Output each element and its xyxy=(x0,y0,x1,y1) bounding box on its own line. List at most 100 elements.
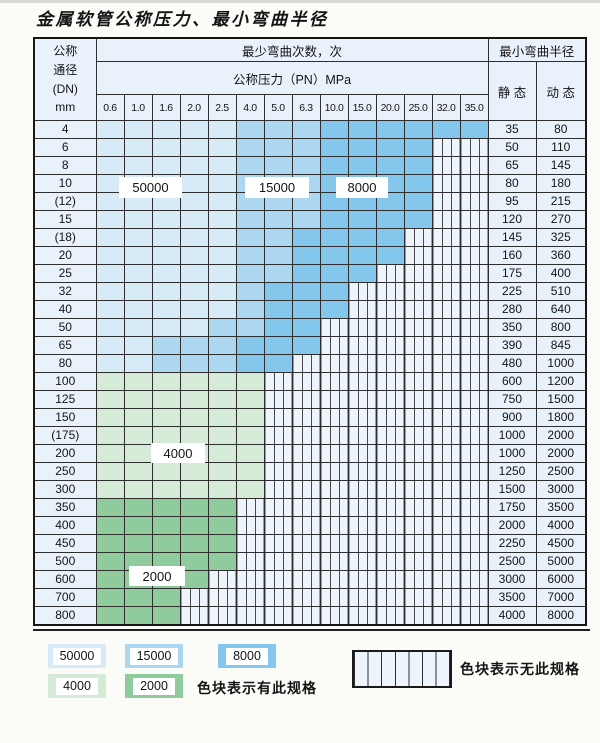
cell-spec-4000 xyxy=(95,408,125,427)
cell-no-spec xyxy=(347,318,377,337)
cell-no-spec xyxy=(459,210,489,229)
cell-no-spec xyxy=(347,588,377,607)
cell-spec-15000 xyxy=(207,354,237,373)
cell-spec-4000 xyxy=(123,408,153,427)
legend-swatch-label: 2000 xyxy=(133,677,175,695)
cell-no-spec xyxy=(403,498,433,517)
overlay-label-15000: 15000 xyxy=(245,177,309,198)
cell-no-spec xyxy=(179,606,209,626)
cell-spec-2000 xyxy=(151,498,181,517)
dynamic-radius-cell: 6000 xyxy=(535,570,587,589)
cell-spec-8000 xyxy=(403,138,433,157)
table-row-dn-65: 65 390 845 xyxy=(33,336,587,355)
legend-swatch-8000: 8000 xyxy=(218,644,276,668)
cell-spec-50000 xyxy=(95,336,125,355)
cell-spec-4000 xyxy=(123,372,153,391)
cell-no-spec xyxy=(431,552,461,571)
cell-spec-2000 xyxy=(151,606,181,626)
cell-spec-4000 xyxy=(95,480,125,499)
cell-spec-2000 xyxy=(123,606,153,626)
cell-spec-50000 xyxy=(207,300,237,319)
dynamic-radius-cell: 215 xyxy=(535,192,587,211)
dynamic-header: 动 态 xyxy=(535,61,587,121)
cell-no-spec xyxy=(403,588,433,607)
cell-no-spec xyxy=(403,318,433,337)
cell-spec-8000 xyxy=(319,120,349,139)
dn-cell: 8 xyxy=(33,156,97,175)
cell-spec-50000 xyxy=(151,156,181,175)
cell-no-spec xyxy=(375,264,405,283)
static-radius-cell: 2500 xyxy=(487,552,537,571)
cell-no-spec xyxy=(291,534,321,553)
cell-no-spec xyxy=(319,426,349,445)
table-row-dn-350: 350 1750 3500 xyxy=(33,498,587,517)
cell-spec-50000 xyxy=(207,120,237,139)
dynamic-radius-cell: 5000 xyxy=(535,552,587,571)
cell-spec-50000 xyxy=(151,228,181,247)
cell-spec-50000 xyxy=(123,264,153,283)
cell-no-spec xyxy=(263,498,293,517)
dynamic-radius-cell: 640 xyxy=(535,300,587,319)
cell-spec-50000 xyxy=(123,300,153,319)
static-radius-cell: 350 xyxy=(487,318,537,337)
cell-no-spec xyxy=(263,408,293,427)
cell-no-spec xyxy=(375,444,405,463)
cell-no-spec xyxy=(459,444,489,463)
pressure-col-25.0: 25.0 xyxy=(403,94,433,121)
cell-no-spec xyxy=(207,570,237,589)
cell-no-spec xyxy=(235,606,265,626)
cell-no-spec xyxy=(347,354,377,373)
cell-spec-50000 xyxy=(207,282,237,301)
dn-cell: 32 xyxy=(33,282,97,301)
static-radius-cell: 1500 xyxy=(487,480,537,499)
cell-no-spec xyxy=(375,408,405,427)
dn-cell: 450 xyxy=(33,534,97,553)
pressure-col-2.0: 2.0 xyxy=(179,94,209,121)
cell-no-spec xyxy=(431,264,461,283)
dynamic-radius-cell: 800 xyxy=(535,318,587,337)
cell-spec-4000 xyxy=(207,408,237,427)
cell-no-spec xyxy=(459,516,489,535)
cell-no-spec xyxy=(431,426,461,445)
cell-no-spec xyxy=(459,372,489,391)
cell-spec-8000 xyxy=(263,300,293,319)
bend-times-header: 最少弯曲次数，次 xyxy=(95,37,489,62)
table-row-dn-8: 8 65 145 xyxy=(33,156,587,175)
cell-spec-50000 xyxy=(179,138,209,157)
cell-no-spec xyxy=(319,408,349,427)
table-row-dn-25: 25 175 400 xyxy=(33,264,587,283)
cell-spec-8000 xyxy=(347,210,377,229)
cell-no-spec xyxy=(291,588,321,607)
dynamic-radius-cell: 3000 xyxy=(535,480,587,499)
cell-no-spec xyxy=(347,570,377,589)
cell-spec-8000 xyxy=(375,228,405,247)
cell-spec-8000 xyxy=(347,120,377,139)
cell-spec-2000 xyxy=(207,498,237,517)
cell-spec-50000 xyxy=(151,210,181,229)
cell-spec-4000 xyxy=(179,480,209,499)
dynamic-radius-cell: 360 xyxy=(535,246,587,265)
cell-no-spec xyxy=(347,444,377,463)
cell-no-spec xyxy=(459,552,489,571)
cell-spec-4000 xyxy=(235,444,265,463)
cell-no-spec xyxy=(403,444,433,463)
cell-no-spec xyxy=(459,300,489,319)
table-row-dn-6: 6 50 110 xyxy=(33,138,587,157)
cell-spec-50000 xyxy=(207,138,237,157)
cell-no-spec xyxy=(347,516,377,535)
cell-no-spec xyxy=(375,516,405,535)
cell-no-spec xyxy=(319,444,349,463)
legend-swatch-label: 15000 xyxy=(129,647,179,665)
dynamic-radius-cell: 2500 xyxy=(535,462,587,481)
cell-spec-2000 xyxy=(95,570,125,589)
cell-no-spec xyxy=(431,516,461,535)
cell-no-spec xyxy=(347,552,377,571)
cell-spec-50000 xyxy=(123,336,153,355)
cell-spec-8000 xyxy=(347,228,377,247)
cell-no-spec xyxy=(431,354,461,373)
cell-spec-2000 xyxy=(207,552,237,571)
cell-no-spec xyxy=(263,552,293,571)
table-row-dn-15: 15 120 270 xyxy=(33,210,587,229)
dn-cell: 400 xyxy=(33,516,97,535)
cell-no-spec xyxy=(263,588,293,607)
